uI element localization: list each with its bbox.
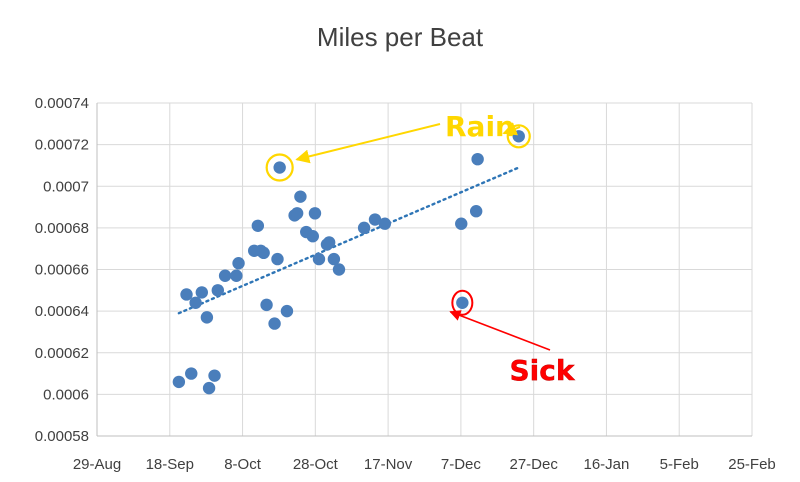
data-point xyxy=(357,221,371,235)
rain-annotation-label: Rain xyxy=(445,110,515,143)
rain-highlight-circle xyxy=(506,124,531,149)
data-points xyxy=(172,130,525,395)
data-point xyxy=(180,288,193,301)
data-point xyxy=(200,311,214,324)
sick-highlight-circle xyxy=(451,289,474,316)
x-tick-label: 7-Dec xyxy=(441,456,482,473)
axes xyxy=(96,103,752,437)
data-point xyxy=(378,217,392,230)
x-tick-label: 27-Dec xyxy=(509,456,558,473)
data-point xyxy=(327,252,341,266)
rain-highlight-circle xyxy=(265,153,294,182)
data-point xyxy=(294,190,307,203)
data-point xyxy=(211,284,225,297)
data-point xyxy=(322,236,336,249)
y-axis-tick-labels: 0.00058 0.0006 0.00062 0.00064 0.00066 0.0006… xyxy=(35,95,89,445)
y-tick-label: 0.0006 xyxy=(43,386,89,403)
annotations: Rain Sick xyxy=(265,110,576,387)
data-point xyxy=(456,296,469,309)
data-point xyxy=(312,252,326,266)
rain-arrow xyxy=(502,122,521,136)
y-tick-label: 0.00064 xyxy=(35,303,89,320)
data-point xyxy=(471,152,484,166)
data-point xyxy=(208,369,221,382)
y-tick-label: 0.00074 xyxy=(35,95,89,112)
data-point xyxy=(306,230,319,243)
y-tick-label: 0.00072 xyxy=(35,137,89,154)
y-tick-label: 0.0007 xyxy=(43,178,89,195)
data-point xyxy=(189,296,202,309)
data-point xyxy=(202,381,216,395)
data-point xyxy=(195,286,208,299)
trendline xyxy=(177,166,520,315)
chart-title: Miles per Beat xyxy=(317,22,484,52)
y-tick-label: 0.00066 xyxy=(35,262,89,279)
data-point xyxy=(230,269,243,282)
data-point xyxy=(257,246,270,260)
data-point xyxy=(268,317,281,330)
data-point xyxy=(308,207,322,220)
y-tick-label: 0.00062 xyxy=(35,345,89,362)
y-tick-label: 0.00068 xyxy=(35,220,89,237)
x-tick-label: 5-Feb xyxy=(660,456,699,473)
data-point xyxy=(455,217,468,230)
data-point xyxy=(290,207,304,220)
x-tick-label: 25-Feb xyxy=(728,456,776,473)
gridlines xyxy=(97,102,753,436)
data-point xyxy=(251,219,265,232)
data-point xyxy=(280,304,294,318)
x-tick-label: 29-Aug xyxy=(73,456,121,473)
data-point xyxy=(273,161,286,174)
data-point xyxy=(332,263,346,276)
y-tick-label: 0.00058 xyxy=(35,428,89,445)
data-point xyxy=(232,257,245,270)
data-point xyxy=(185,367,198,380)
sick-annotation-label: Sick xyxy=(510,354,576,387)
rain-arrow xyxy=(295,123,441,164)
x-tick-label: 16-Jan xyxy=(584,456,630,473)
data-point xyxy=(271,252,284,266)
trendline-layer xyxy=(177,166,520,315)
x-tick-label: 8-Oct xyxy=(224,456,262,473)
data-point xyxy=(469,205,483,218)
data-point xyxy=(218,269,232,282)
data-point xyxy=(260,298,273,312)
x-tick-label: 17-Nov xyxy=(364,456,413,473)
data-point xyxy=(368,213,382,226)
sick-arrow xyxy=(449,310,551,351)
x-axis-tick-labels: 29-Aug 18-Sep 8-Oct 28-Oct 17-Nov 7-Dec 27-Dec… xyxy=(73,456,776,473)
data-point xyxy=(172,375,186,389)
x-tick-label: 28-Oct xyxy=(293,456,339,473)
x-tick-label: 18-Sep xyxy=(146,456,194,473)
